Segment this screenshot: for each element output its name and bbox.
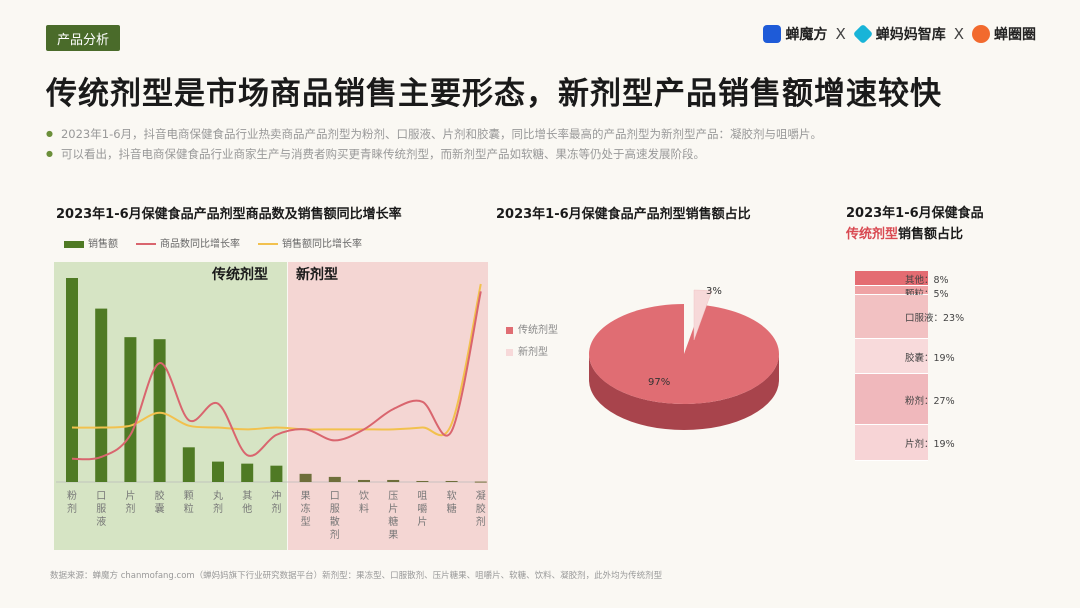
chart2-title: 2023年1-6月保健食品产品剂型销售额占比 bbox=[496, 207, 751, 222]
x-tick-label: 压片糖果 bbox=[388, 490, 398, 541]
stack-segment: 粉剂：27% bbox=[855, 374, 955, 426]
chart1-title: 2023年1-6月保健食品产品剂型商品数及销售额同比增长率 bbox=[56, 207, 402, 222]
stack-segment: 胶囊：19% bbox=[855, 338, 955, 375]
stack-segment-label: 粉剂：27% bbox=[905, 395, 955, 407]
stack-segment-label: 胶囊：19% bbox=[905, 352, 955, 364]
bar-sales bbox=[124, 337, 137, 482]
x-tick-label: 凝胶剂 bbox=[476, 490, 486, 528]
logo-name: 蝉圈圈 bbox=[994, 27, 1036, 43]
x-tick-label: 胶囊 bbox=[155, 489, 165, 515]
stack-segment: 口服液：23% bbox=[855, 295, 964, 339]
brand-logos: 蝉魔方 X 蝉妈妈智库 X 蝉圈圈 bbox=[763, 23, 1036, 45]
x-tick-label: 其他 bbox=[242, 490, 252, 515]
line-count-growth bbox=[71, 291, 482, 461]
chart3-stacked-bar: 其他：8%颗粒：5% 口服液：23% 胶囊：19% 粉剂：27% 片剂：19% bbox=[855, 271, 964, 461]
chart3-title-line2: 传统剂型销售额占比 bbox=[846, 227, 964, 242]
stack-segment-label: 片剂：19% bbox=[905, 439, 955, 451]
bar-sales bbox=[445, 480, 458, 482]
legend-item-sales-growth: 销售额同比增长率 bbox=[258, 235, 362, 250]
chart3-title: 2023年1-6月保健食品 传统剂型销售额占比 bbox=[846, 203, 984, 245]
bullet-item: 可以看出，抖音电商保健食品行业商家生产与消费者购买更青睐传统剂型，而新剂型产品如… bbox=[46, 145, 822, 165]
x-tick-label: 丸剂 bbox=[213, 489, 223, 515]
summary-bullets: 2023年1-6月，抖音电商保健食品行业热卖商品产品剂型为粉剂、口服液、片剂和胶… bbox=[46, 125, 822, 165]
bar-sales bbox=[153, 339, 166, 482]
line-sales-growth bbox=[71, 283, 482, 437]
bullet-item: 2023年1-6月，抖音电商保健食品行业热卖商品产品剂型为粉剂、口服液、片剂和胶… bbox=[46, 125, 822, 145]
chart3-title-line1: 2023年1-6月保健食品 bbox=[846, 206, 984, 221]
x-tick-label: 果冻型 bbox=[301, 490, 311, 528]
bar-sales bbox=[270, 465, 283, 482]
bar-sales bbox=[95, 308, 108, 482]
x-tick-label: 口服液 bbox=[96, 491, 106, 528]
chanmofang-logo-icon bbox=[763, 25, 782, 43]
bar-sales bbox=[387, 479, 400, 482]
stack-segment-label: 颗粒：5% bbox=[905, 286, 949, 300]
x-tick-label: 颗粒 bbox=[184, 490, 194, 515]
traditional-region-label: 传统剂型 bbox=[211, 266, 268, 283]
page-title: 传统剂型是市场商品销售主要形态，新剂型产品销售额增速较快 bbox=[46, 76, 942, 112]
bar-sales bbox=[358, 479, 370, 482]
legend-item-new: 新剂型 bbox=[506, 342, 558, 364]
x-tick-label: 冲剂 bbox=[271, 489, 281, 515]
bar-sales bbox=[66, 278, 78, 482]
pie-side-main bbox=[589, 354, 779, 430]
bar-sales bbox=[212, 461, 224, 482]
pie-slice-new bbox=[693, 289, 713, 341]
bar-sales bbox=[182, 447, 195, 482]
x-tick-label: 粉剂 bbox=[67, 489, 77, 515]
logo-name: 蝉妈妈智库 bbox=[875, 27, 946, 43]
stack-segment-label: 口服液：23% bbox=[905, 313, 965, 325]
logo-chanmama: 蝉妈妈智库 bbox=[852, 23, 946, 45]
x-tick-label: 饮料 bbox=[359, 489, 369, 515]
logo-chanquanquan: 蝉圈圈 bbox=[972, 24, 1036, 44]
bar-sales bbox=[416, 480, 429, 482]
new-region-bg bbox=[288, 262, 488, 550]
legend-item-count-growth: 商品数同比增长率 bbox=[136, 235, 240, 250]
logo-chanmofang: 蝉魔方 bbox=[763, 24, 827, 44]
logo-name: 蝉魔方 bbox=[785, 27, 828, 43]
chart1-legend: 销售额 商品数同比增长率 销售额同比增长率 bbox=[64, 235, 362, 250]
logo-separator: X bbox=[953, 25, 964, 43]
bar-sales bbox=[474, 481, 487, 483]
pie-slice-traditional bbox=[588, 304, 779, 404]
stack-segment: 片剂：19% bbox=[855, 425, 955, 461]
x-tick-label: 口服散剂 bbox=[330, 491, 340, 541]
stack-segment: 颗粒：5% bbox=[855, 286, 949, 300]
data-source-note: 数据来源：蝉魔方 chanmofang.com（蝉妈妈旗下行业研究数据平台）新剂… bbox=[50, 571, 663, 581]
section-tag: 产品分析 bbox=[46, 25, 120, 51]
chart2-legend: 传统剂型 新剂型 bbox=[506, 320, 558, 364]
chanquanquan-logo-icon bbox=[972, 25, 990, 43]
bar-sales bbox=[299, 473, 312, 482]
pie-label-traditional: 97% bbox=[648, 377, 670, 388]
x-tick-label: 片剂 bbox=[125, 489, 135, 515]
pie-label-new: 3% bbox=[706, 286, 722, 297]
bar-sales bbox=[328, 476, 341, 482]
stack-segment: 其他：8% bbox=[855, 271, 949, 287]
x-tick-label: 软糖 bbox=[447, 489, 457, 515]
legend-item-traditional: 传统剂型 bbox=[506, 320, 558, 342]
stack-segment-label: 其他：8% bbox=[905, 274, 949, 286]
x-tick-label: 咀嚼片 bbox=[417, 490, 427, 528]
legend-item-sales: 销售额 bbox=[64, 235, 118, 250]
logo-separator: X bbox=[835, 25, 846, 43]
traditional-region-bg bbox=[54, 262, 287, 550]
bar-sales bbox=[241, 463, 254, 482]
new-region-label: 新剂型 bbox=[296, 266, 338, 283]
